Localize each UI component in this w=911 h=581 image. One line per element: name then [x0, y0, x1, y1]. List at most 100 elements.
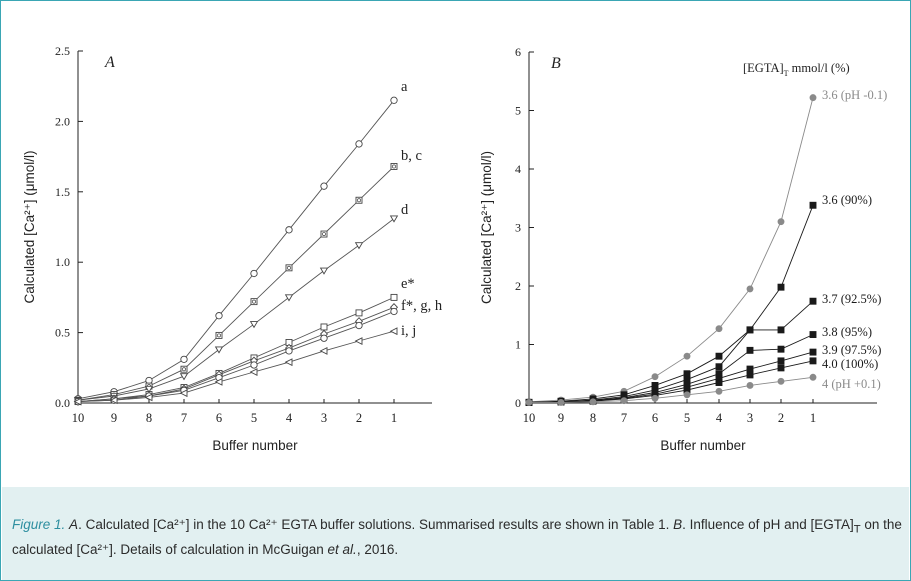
- data-point: [355, 196, 363, 204]
- data-point: [249, 368, 258, 376]
- data-point: [355, 140, 363, 148]
- x-tick-label: 3: [321, 411, 327, 425]
- figure-caption: Figure 1. A. Calculated [Ca²⁺] in the 10…: [12, 515, 902, 560]
- caption-text-3: on the calculated [Ca²⁺]. Details of cal…: [12, 517, 902, 557]
- y-axis-title: Calculated [Ca²⁺] (μmol/l): [22, 151, 37, 304]
- series-line: [528, 97, 814, 403]
- data-point: [651, 394, 659, 402]
- data-point: [809, 373, 817, 381]
- panel-label: B: [551, 55, 561, 72]
- series-label: i, j: [401, 323, 416, 339]
- y-tick-label: 4: [515, 162, 521, 176]
- y-axis-title: Calculated [Ca²⁺] (μmol/l): [479, 151, 494, 304]
- data-point: [683, 352, 691, 360]
- series-1: [525, 94, 817, 406]
- x-tick-label: 4: [286, 411, 293, 425]
- series-2: [74, 163, 398, 404]
- x-tick-label: 7: [181, 411, 187, 425]
- data-point: [715, 379, 723, 386]
- x-tick-label: 8: [146, 411, 152, 425]
- caption-a-label: A: [69, 517, 79, 532]
- data-point: [809, 201, 817, 209]
- data-point: [390, 96, 398, 104]
- data-point: [320, 182, 328, 190]
- marker-frame: [250, 298, 258, 306]
- series-line: [528, 360, 814, 403]
- y-tick-label: 2: [515, 279, 521, 293]
- series-3: [73, 215, 399, 405]
- data-point: [250, 298, 258, 306]
- data-point: [746, 382, 754, 389]
- data-point: [180, 355, 188, 364]
- data-point: [250, 269, 258, 278]
- data-point: [389, 215, 399, 223]
- data-point: [746, 365, 754, 373]
- data-point: [683, 391, 691, 399]
- data-point: [715, 352, 723, 360]
- marker-dot: [287, 265, 291, 270]
- x-tick-label: 6: [652, 411, 658, 425]
- series-4: [74, 293, 398, 406]
- data-point: [777, 326, 785, 334]
- data-point: [355, 309, 363, 317]
- x-tick-label: 4: [716, 411, 723, 425]
- y-tick-label: 0.0: [55, 396, 70, 410]
- data-point: [746, 371, 754, 379]
- legend-title-rest: mmol/l (%): [789, 61, 850, 75]
- data-point: [809, 348, 817, 356]
- series-label: 4 (pH +0.1): [822, 377, 881, 391]
- marker-frame: [180, 365, 188, 373]
- y-tick-label: 2.0: [55, 114, 70, 128]
- series-4: [525, 331, 817, 406]
- series-6: [74, 307, 398, 406]
- data-point: [809, 331, 817, 339]
- series-line: [77, 166, 395, 401]
- x-tick-label: 2: [356, 411, 362, 425]
- figure-label: Figure 1.: [12, 517, 66, 532]
- data-point: [777, 345, 785, 353]
- data-point: [354, 337, 363, 345]
- data-point: [777, 357, 785, 365]
- y-tick-label: 2.5: [55, 44, 70, 58]
- marker-frame: [355, 196, 363, 204]
- marker-dot: [357, 198, 361, 203]
- marker-dot: [252, 299, 256, 304]
- data-point: [589, 398, 597, 406]
- data-point: [215, 312, 223, 320]
- x-tick-label: 7: [621, 411, 627, 425]
- x-tick-label: 1: [391, 411, 397, 425]
- series-line: [528, 300, 814, 403]
- series-label: 3.8 (95%): [822, 325, 872, 339]
- y-tick-label: 6: [515, 45, 521, 59]
- x-axis-title: Buffer number: [660, 438, 746, 453]
- series-label: f*, g, h: [401, 298, 443, 314]
- x-tick-label: 10: [72, 411, 85, 425]
- marker-frame: [390, 163, 398, 170]
- caption-text-1: . Calculated [Ca²⁺] in the 10 Ca²⁺ EGTA …: [78, 517, 674, 532]
- x-tick-label: 1: [810, 411, 816, 425]
- marker-dot: [392, 164, 396, 169]
- figure-plots: 0.0 0.5 1.0 1.5 2.0 2.5 10 9 8 7 6 5 4 3 2 1 Buffer numb…: [2, 2, 909, 487]
- data-point: [715, 325, 723, 333]
- data-point: [389, 327, 398, 336]
- series-line: [77, 218, 395, 401]
- data-point: [320, 230, 328, 238]
- data-point: [651, 373, 659, 381]
- data-point: [557, 398, 565, 406]
- data-point: [354, 242, 364, 250]
- series-1: [74, 96, 398, 403]
- series-label: 3.7 (92.5%): [822, 292, 881, 306]
- data-point: [355, 321, 363, 330]
- chart-panel-b: 0 1 2 3 4 5 6 10 9 8 7 6 5 4 3 2 1 Buffer number Calculate…: [479, 45, 887, 453]
- caption-b-label: B: [673, 517, 683, 532]
- marker-frame: [320, 230, 328, 238]
- y-tick-label: 0.5: [55, 326, 70, 340]
- data-point: [214, 346, 224, 354]
- series-label: e*: [401, 276, 415, 292]
- series-line: [77, 100, 395, 400]
- panel-label: A: [104, 54, 115, 71]
- data-point: [214, 377, 223, 386]
- series-line: [77, 311, 395, 403]
- series-2: [525, 201, 817, 406]
- data-point: [179, 389, 188, 398]
